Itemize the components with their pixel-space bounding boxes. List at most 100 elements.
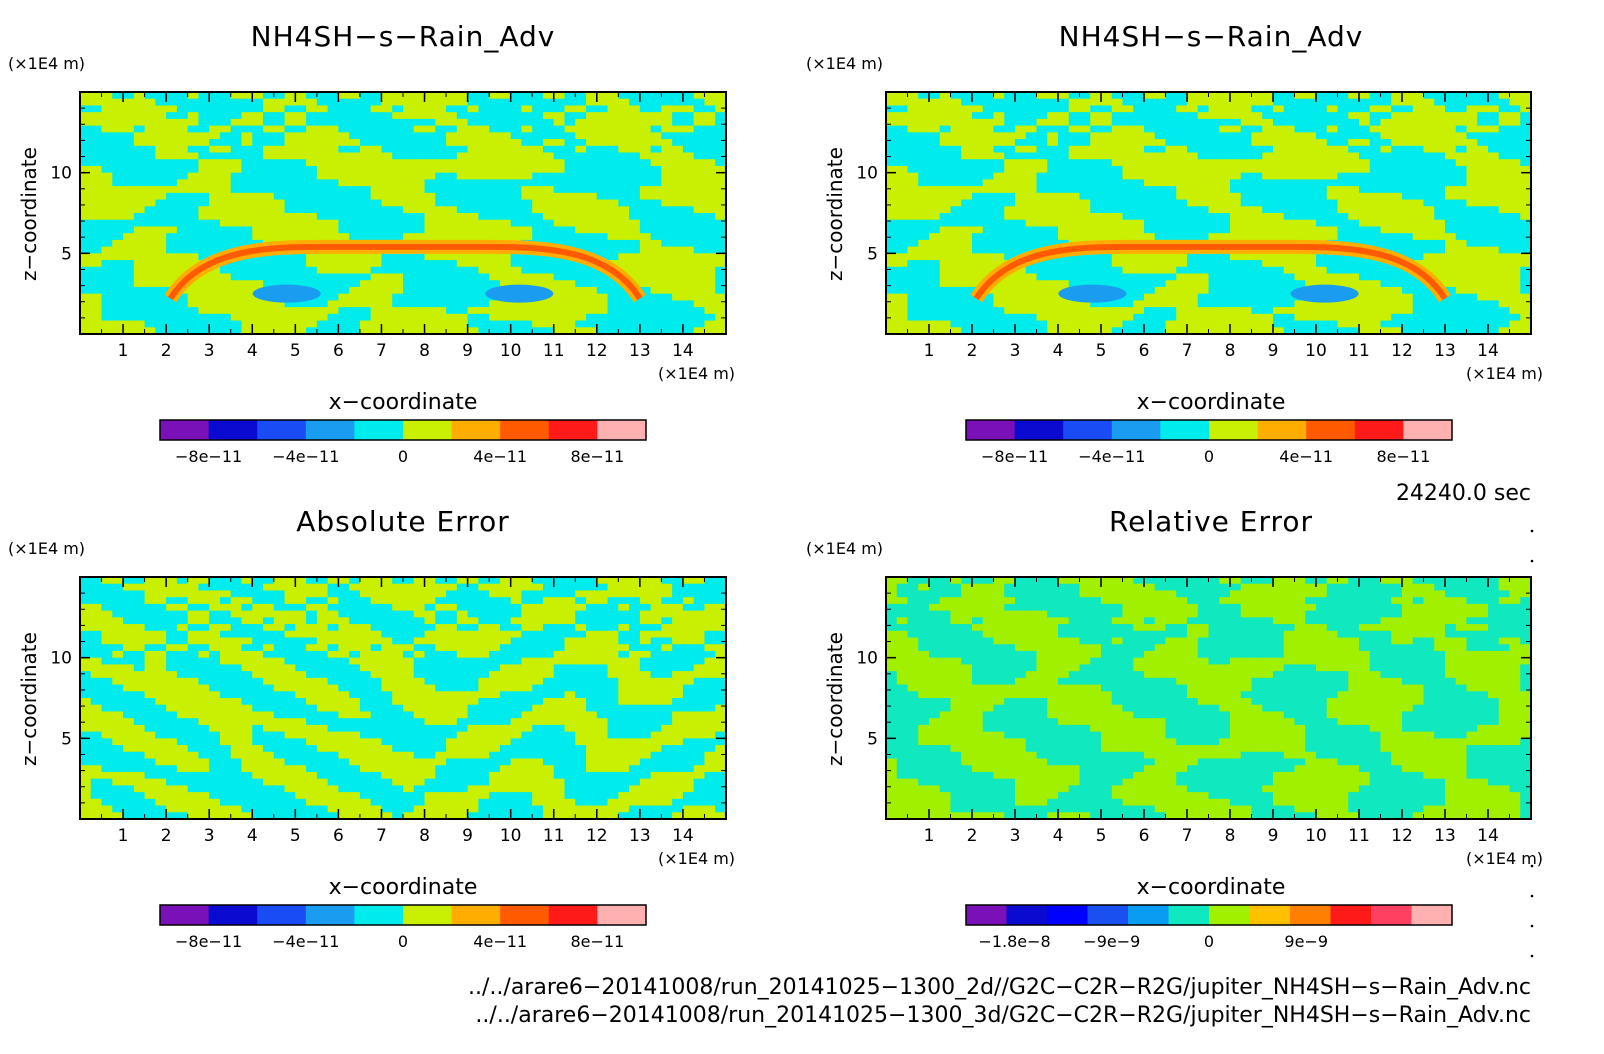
heatmap-cell: [618, 165, 630, 174]
heatmap-cell: [1230, 98, 1242, 107]
heatmap-cell: [693, 159, 706, 167]
heatmap-cell: [381, 307, 393, 315]
heatmap-cell: [693, 293, 706, 301]
heatmap-cell: [1036, 233, 1048, 241]
heatmap-cell: [993, 219, 1005, 228]
heatmap-cell: [950, 286, 962, 295]
heatmap-cell: [489, 179, 501, 187]
heatmap-cell: [349, 213, 361, 221]
heatmap-cell: [1520, 313, 1531, 322]
heatmap-cell: [1412, 145, 1425, 154]
heatmap-cell: [1369, 199, 1382, 207]
heatmap-cell: [704, 112, 716, 120]
heatmap-cell: [1273, 192, 1285, 201]
heatmap-cell: [90, 112, 103, 120]
heatmap-cell: [1498, 246, 1511, 254]
heatmap-cell: [133, 617, 146, 625]
heatmap-cell: [596, 246, 609, 254]
heatmap-cell: [1316, 199, 1328, 207]
heatmap-cell: [564, 226, 576, 234]
heatmap-cell: [918, 280, 930, 288]
heatmap-cell: [101, 118, 113, 127]
heatmap-cell: [499, 266, 512, 275]
heatmap-cell: [133, 118, 146, 127]
heatmap-cell: [478, 219, 490, 228]
heatmap-cell: [133, 610, 146, 618]
heatmap-cell: [950, 307, 962, 315]
heatmap-cell: [1036, 145, 1048, 154]
heatmap-cell: [306, 213, 318, 221]
heatmap-cell: [1445, 307, 1457, 315]
heatmap-cell: [596, 105, 609, 113]
heatmap-cell: [1176, 307, 1188, 315]
heatmap-cell: [1197, 213, 1210, 221]
heatmap-cell: [1004, 233, 1016, 241]
heatmap-cell: [918, 213, 930, 221]
heatmap-cell: [1294, 313, 1306, 322]
heatmap-cell: [1348, 132, 1360, 140]
heatmap-cell: [1488, 206, 1500, 214]
heatmap-cell: [1477, 105, 1489, 113]
heatmap-cell: [596, 307, 609, 315]
heatmap-cell: [939, 213, 952, 221]
heatmap-cell: [1122, 253, 1134, 261]
heatmap-cell: [295, 159, 307, 167]
heatmap-cell: [682, 266, 695, 275]
heatmap-cell: [1240, 206, 1253, 214]
heatmap-cell: [489, 273, 501, 281]
heatmap-cell: [618, 293, 630, 301]
heatmap-cell: [166, 792, 178, 800]
heatmap-cell: [166, 684, 178, 692]
heatmap-cell: [1165, 226, 1177, 234]
heatmap-cell: [672, 118, 684, 127]
heatmap-cell: [1294, 105, 1306, 113]
heatmap-cell: [1423, 152, 1435, 160]
heatmap-cell: [499, 172, 512, 180]
heatmap-cell: [241, 199, 253, 207]
heatmap-cell: [1154, 105, 1167, 113]
heatmap-cell: [101, 213, 113, 221]
heatmap-cell: [1348, 92, 1360, 100]
heatmap-cell: [446, 105, 458, 113]
heatmap-cell: [295, 307, 307, 315]
heatmap-cell: [327, 233, 339, 241]
heatmap-cell: [575, 320, 587, 328]
heatmap-cell: [553, 213, 566, 221]
heatmap-cell: [607, 105, 619, 113]
heatmap-cell: [918, 199, 930, 207]
heatmap-cell: [639, 92, 652, 100]
heatmap-cell: [1111, 300, 1124, 308]
heatmap-cell: [166, 125, 178, 133]
heatmap-cell: [639, 253, 652, 261]
heatmap-cell: [1391, 125, 1403, 133]
heatmap-cell: [1412, 192, 1425, 201]
heatmap-cell: [950, 172, 962, 180]
heatmap-cell: [650, 139, 662, 147]
heatmap-cell: [715, 273, 726, 281]
heatmap-cell: [478, 266, 490, 275]
heatmap-cell: [1262, 118, 1274, 127]
heatmap-cell: [338, 172, 350, 180]
heatmap-cell: [553, 112, 566, 120]
heatmap-cell: [532, 92, 544, 100]
heatmap-cell: [607, 239, 619, 248]
heatmap-cell: [672, 199, 684, 207]
heatmap-cell: [413, 125, 426, 133]
heatmap-cell: [1047, 260, 1059, 268]
heatmap-cell: [1197, 320, 1210, 328]
heatmap-cell: [629, 172, 641, 180]
heatmap-cell: [101, 731, 113, 739]
heatmap-cell: [101, 617, 113, 625]
heatmap-cell: [1154, 320, 1167, 328]
heatmap-cell: [273, 152, 286, 160]
heatmap-cell: [1047, 293, 1059, 301]
heatmap-cell: [489, 172, 501, 180]
heatmap-cell: [144, 590, 156, 598]
heatmap-cell: [263, 192, 275, 201]
heatmap-cell: [1488, 159, 1500, 167]
heatmap-cell: [1111, 172, 1124, 180]
heatmap-cell: [112, 778, 124, 786]
heatmap-cell: [1251, 307, 1263, 315]
heatmap-cell: [532, 219, 544, 228]
heatmap-cell: [1047, 300, 1059, 308]
